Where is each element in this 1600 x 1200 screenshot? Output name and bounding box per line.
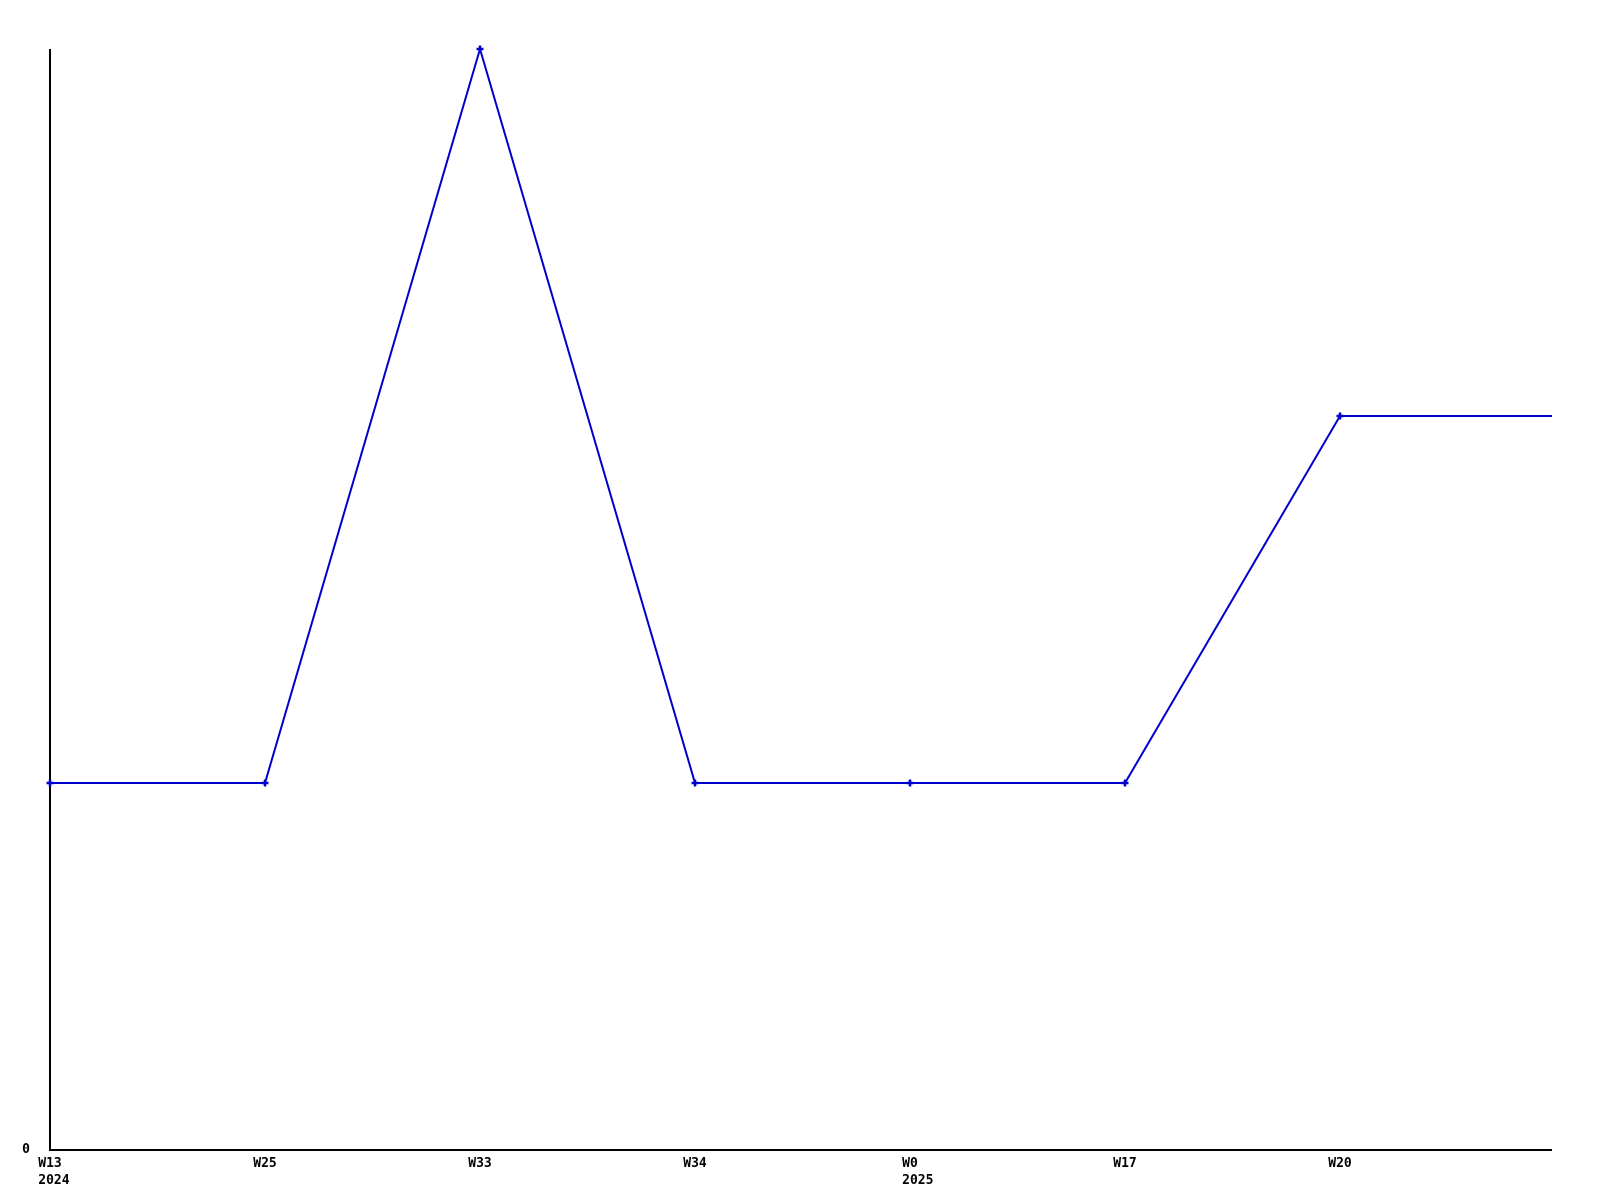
data-point-marker — [261, 779, 269, 787]
x-tick-label-year: 2025 — [902, 1173, 933, 1188]
x-tick-label-week: W34 — [683, 1156, 707, 1171]
data-point-marker — [691, 779, 699, 787]
x-tick-label-year: 2024 — [38, 1173, 69, 1188]
x-tick-label-week: W25 — [253, 1156, 276, 1171]
data-point-marker — [476, 45, 484, 53]
x-tick-label-week: W13 — [38, 1156, 61, 1171]
data-point-marker — [46, 779, 54, 787]
x-tick-label-week: W0 — [902, 1156, 918, 1171]
data-line — [50, 45, 1552, 784]
x-tick-label-week: W20 — [1328, 1156, 1352, 1171]
data-point-marker — [1121, 779, 1129, 787]
x-tick-label-week: W17 — [1113, 1156, 1136, 1171]
x-tick-label-week: W33 — [468, 1156, 491, 1171]
data-point-marker — [906, 779, 914, 787]
y-tick-label-zero: 0 — [22, 1142, 30, 1157]
data-point-marker — [1336, 412, 1344, 420]
